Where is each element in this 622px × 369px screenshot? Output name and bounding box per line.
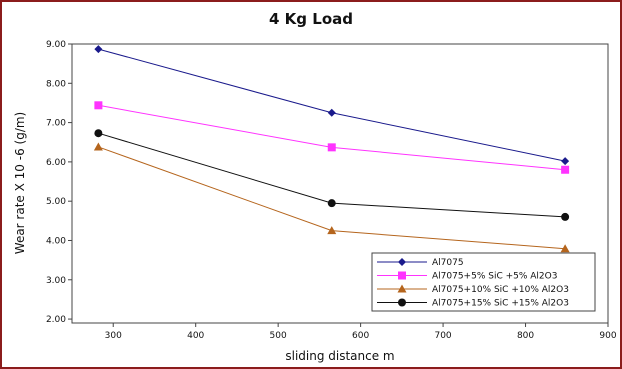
legend-entry: Al7075 (377, 258, 464, 268)
x-axis-ticks: 300 400 500 600 700 800 900 (105, 323, 617, 341)
legend-marker (398, 258, 406, 266)
x-tick-label: 800 (517, 331, 534, 341)
x-axis-label: sliding distance m (285, 349, 394, 363)
data-point (94, 45, 103, 54)
legend-entry: Al7075+10% SiC +10% Al2O3 (377, 284, 569, 295)
legend-entry: Al7075+15% SiC +15% Al2O3 (377, 298, 569, 309)
x-tick-label: 600 (352, 331, 369, 341)
series-3 (93, 142, 570, 253)
data-point (327, 226, 337, 235)
legend-box (371, 252, 596, 312)
series-2 (94, 101, 570, 174)
x-tick-label: 300 (105, 331, 122, 341)
x-tick-label: 500 (270, 331, 287, 341)
y-tick-label: 5.00 (46, 197, 66, 207)
data-point (93, 142, 103, 151)
y-tick-label: 4.00 (46, 236, 66, 246)
series-4 (94, 129, 570, 221)
data-point (561, 212, 570, 221)
x-tick-label: 700 (434, 331, 451, 341)
y-tick-label: 3.00 (46, 276, 66, 286)
data-point (327, 108, 336, 117)
data-point (561, 157, 570, 166)
legend-label: Al7075+15% SiC +15% Al2O3 (432, 299, 569, 309)
series-layer (93, 45, 570, 253)
legend: Al7075 Al7075+5% SiC +5% Al2O3 Al7075+10% … (371, 252, 596, 312)
data-point (94, 129, 103, 138)
y-tick-label: 6.00 (46, 158, 66, 168)
y-tick-label: 9.00 (46, 40, 66, 50)
x-tick-label: 400 (187, 331, 204, 341)
y-tick-label: 8.00 (46, 79, 66, 89)
legend-label: Al7075+5% SiC +5% Al2O3 (432, 272, 557, 282)
y-tick-label: 2.00 (46, 315, 66, 325)
legend-marker (398, 271, 406, 280)
y-tick-label: 7.00 (46, 119, 66, 129)
legend-label: Al7075 (432, 258, 464, 268)
legend-marker (398, 298, 406, 307)
data-point (327, 199, 336, 208)
data-point (327, 143, 336, 152)
legend-entry: Al7075+5% SiC +5% Al2O3 (377, 271, 557, 282)
legend-label: Al7075+10% SiC +10% Al2O3 (432, 285, 569, 295)
chart-title: 4 Kg Load (269, 10, 353, 28)
legend-marker (397, 284, 407, 293)
data-point (94, 101, 103, 110)
series-1 (94, 45, 570, 166)
data-point (560, 244, 570, 253)
data-point (561, 165, 570, 174)
y-axis-ticks: 2.00 3.00 4.00 5.00 6.00 7.00 8.00 9.00 (46, 40, 72, 325)
x-tick-label: 900 (599, 331, 616, 341)
y-axis-label: Wear rate X 10 -6 (g/m) (13, 112, 27, 254)
